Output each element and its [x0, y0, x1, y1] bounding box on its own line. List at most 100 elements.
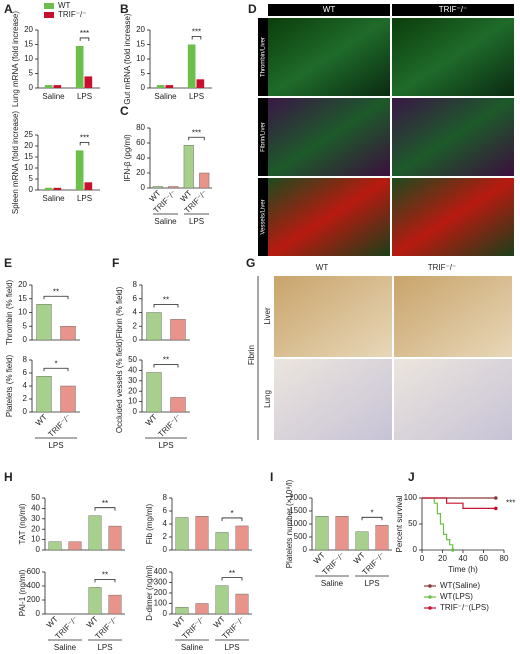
significance-label: *** [80, 29, 89, 38]
panel-letter: J [408, 470, 415, 484]
y-tick-label: 200 [154, 588, 168, 597]
column-header: WT [323, 5, 336, 14]
row-label: Fibrin/Liver [261, 122, 267, 152]
row-label: Thrombin/Liver [261, 37, 267, 77]
significance-bracket [188, 136, 205, 141]
y-tick-label: 20 [136, 25, 145, 34]
bar [53, 85, 62, 88]
panel-letter: H [4, 470, 13, 484]
y-tick-label: 50 [31, 493, 40, 502]
bar [108, 525, 122, 551]
bar [44, 187, 53, 190]
x-tick-label: WT [34, 412, 49, 427]
significance-bracket [94, 507, 116, 511]
y-tick-label: 0 [133, 407, 138, 416]
bar [75, 45, 84, 88]
y-tick-label: 25 [24, 130, 33, 139]
y-tick-label: 0 [141, 183, 146, 192]
micrograph [268, 178, 390, 256]
end-point [494, 496, 498, 500]
bar [195, 516, 209, 551]
y-tick-label: 10 [24, 54, 33, 63]
legend-label: TRIF⁻/⁻(LPS) [440, 603, 489, 612]
significance-bracket [221, 517, 243, 521]
bar [355, 531, 369, 551]
column-header-bg [392, 4, 514, 16]
y-tick-label: 10 [31, 535, 40, 544]
significance-label: *** [192, 28, 201, 37]
x-tick-label: 0 [420, 554, 425, 563]
y-tick-label: 15 [136, 40, 145, 49]
x-tick-label: 40 [459, 554, 468, 563]
bar [48, 541, 62, 551]
group-label: LPS [97, 643, 112, 652]
significance-label: *** [192, 128, 201, 137]
micrograph [268, 98, 390, 176]
y-tick-label: 0 [303, 545, 308, 554]
group-label: LPS [158, 441, 173, 450]
bar [146, 372, 162, 413]
y-tick-label: 600 [27, 567, 41, 576]
x-tick-label: TRIF⁻/⁻ [46, 413, 72, 439]
bar [44, 85, 53, 88]
bar [36, 376, 52, 413]
x-tick-label: Saline [42, 194, 65, 203]
y-tick-label: 0 [163, 545, 168, 554]
y-tick-label: 20 [24, 25, 33, 34]
column-header: TRIF⁻/⁻ [428, 263, 456, 272]
y-tick-label: 40 [128, 366, 137, 375]
significance-bracket [43, 295, 69, 300]
x-tick-label: LPS [77, 194, 92, 203]
x-tick-label: WT [45, 614, 60, 629]
y-axis-label: IFN-β (pg/ml) [123, 134, 132, 182]
bar [175, 606, 189, 615]
y-tick-label: 8 [133, 280, 138, 289]
group-label: Saline [321, 579, 344, 588]
y-tick-label: 20 [24, 141, 33, 150]
bar [152, 186, 163, 189]
y-tick-label: 6 [133, 294, 138, 303]
y-axis-label: Gut mRNA (fold increase) [123, 13, 132, 104]
bar [170, 397, 186, 413]
bar [196, 79, 205, 88]
significance-label: *** [506, 498, 515, 507]
y-tick-label: 5 [23, 321, 28, 330]
legend-dot [428, 584, 432, 588]
significance-label: *** [80, 134, 89, 143]
bar [199, 172, 210, 189]
legend-label: WT(LPS) [440, 592, 473, 601]
y-tick-label: 100 [154, 599, 168, 608]
bar [84, 76, 93, 88]
bar [88, 587, 102, 615]
row-label: Lung [263, 390, 272, 408]
group-label: LPS [224, 643, 239, 652]
column-header: WT [316, 263, 329, 272]
bar [156, 85, 165, 88]
x-tick-label: Saline [42, 92, 65, 101]
bar [60, 326, 76, 341]
y-tick-label: 8 [23, 355, 28, 364]
y-axis-label: Platelets (% field) [5, 355, 14, 418]
y-tick-label: 0 [413, 545, 418, 554]
panel-letter: C [120, 104, 129, 118]
significance-bracket [191, 36, 202, 40]
panel-letter: G [246, 256, 255, 270]
y-tick-label: 0 [163, 609, 168, 618]
legend-label: WT(Saline) [440, 581, 480, 590]
x-tick-label: WT [85, 614, 100, 629]
side-label: Fibrin [247, 345, 256, 365]
y-tick-label: 40 [31, 504, 40, 513]
micrograph [268, 18, 390, 96]
y-axis-label: Percent survival [395, 495, 404, 552]
bar [36, 304, 52, 341]
legend-label: TRIF⁻/⁻ [58, 10, 86, 19]
y-tick-label: 5 [29, 69, 34, 78]
significance-bracket [221, 577, 243, 581]
micrograph [274, 276, 392, 357]
survival-line [422, 497, 454, 550]
y-tick-label: 10 [24, 163, 33, 172]
significance-label: * [370, 508, 373, 517]
y-tick-label: 6 [23, 368, 28, 377]
y-tick-label: 4 [133, 308, 138, 317]
survival-line [422, 497, 496, 509]
